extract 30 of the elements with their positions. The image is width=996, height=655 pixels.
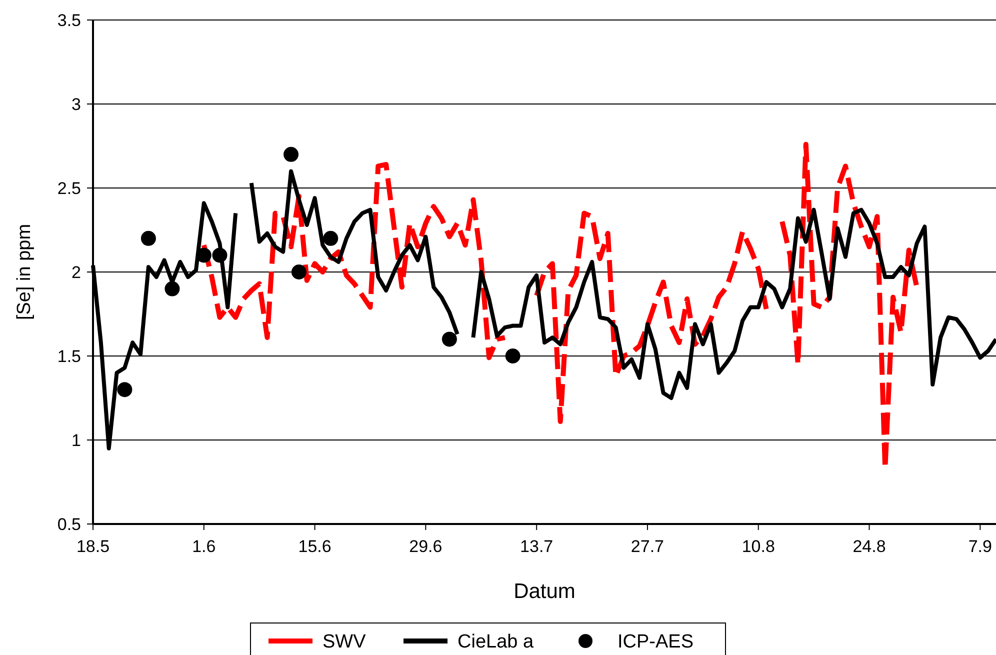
legend-label: CieLab a [458,632,534,653]
y-tick-label: 0.5 [57,514,81,534]
x-axis-title: Datum [514,580,576,603]
x-tick-label: 10.8 [742,537,775,556]
point [442,332,457,347]
point [291,264,306,280]
point [323,230,338,246]
y-tick-label: 2.5 [57,178,81,198]
point [212,248,228,263]
point [140,230,156,246]
point [164,281,180,296]
legend-label: ICP-AES [618,632,694,653]
x-tick-label: 24.8 [852,537,886,556]
y-tick-label: 3.5 [57,10,81,30]
y-tick-label: 3 [72,94,81,114]
point [505,348,520,364]
y-tick-label: 2 [72,262,81,282]
x-tick-label: 29.6 [409,537,442,556]
x-tick-label: 18.5 [76,537,110,556]
y-axis-title: [Se] in ppm [14,224,35,320]
y-tick-label: 1 [72,430,81,450]
x-tick-label: 1.6 [192,537,216,556]
x-tick-label: 13.7 [520,537,554,556]
point [284,146,299,162]
y-tick-label: 1.5 [57,346,81,366]
legend-label: SWV [322,632,366,653]
x-tick-label: 15.6 [298,537,332,556]
point [117,382,132,398]
x-tick-label: 27.7 [630,537,664,556]
x-tick-label: 7.9 [968,537,992,556]
